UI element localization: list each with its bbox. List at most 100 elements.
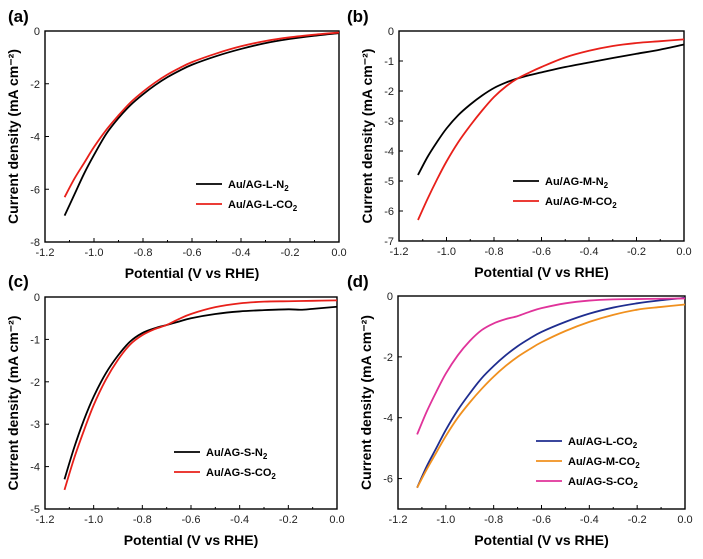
legend-label: Au/AG-L-CO2: [228, 199, 298, 213]
series-line: [417, 38, 685, 221]
y-tick-label: 0: [34, 26, 40, 38]
legend-name: Au/AG-S-CO: [206, 467, 272, 479]
y-tick-label: -3: [30, 419, 40, 431]
x-axis-label: Potential (V vs RHE): [474, 532, 609, 548]
x-tick-label: -1.0: [84, 514, 103, 526]
legend-subscript: 2: [604, 181, 609, 190]
legend-label: Au/AG-M-CO2: [568, 456, 640, 470]
x-axis-label: Potential (V vs RHE): [124, 532, 259, 548]
x-tick-label: -0.6: [532, 246, 551, 258]
y-tick-label: -2: [30, 377, 40, 389]
legend-subscript: 2: [633, 481, 638, 490]
series-line: [416, 297, 686, 435]
legend-label: Au/AG-S-CO2: [568, 476, 638, 490]
legend-subscript: 2: [612, 201, 617, 210]
x-tick-label: 0.0: [677, 514, 692, 526]
y-tick-label: -1: [384, 56, 394, 68]
legend-label: Au/AG-M-N2: [545, 176, 609, 190]
legend-name: Au/AG-S-CO: [568, 476, 634, 488]
x-tick-label: -0.2: [628, 514, 647, 526]
legend-name: Au/AG-M-CO: [545, 196, 613, 208]
x-tick-label: 0.0: [329, 514, 344, 526]
y-axis-label: Current density (mA cm⁻²): [359, 49, 375, 224]
series-line: [63, 299, 338, 491]
legend-subscript: 2: [284, 184, 289, 193]
x-tick-label: -0.8: [133, 514, 152, 526]
legend-subscript: 2: [271, 472, 276, 481]
y-tick-label: -1: [30, 334, 40, 346]
y-tick-label: -2: [383, 352, 393, 364]
series-line: [416, 296, 686, 489]
x-tick-label: -1.2: [36, 247, 55, 259]
y-tick-label: -5: [30, 504, 40, 516]
legend-name: Au/AG-L-CO: [228, 199, 293, 211]
panel-label: (d): [347, 272, 369, 291]
y-tick-label: -4: [384, 146, 394, 158]
legend-label: Au/AG-L-CO2: [568, 436, 638, 450]
y-tick-label: 0: [387, 291, 393, 303]
x-tick-label: -0.8: [484, 514, 503, 526]
y-tick-label: -3: [384, 116, 394, 128]
panel-a: (a) -1.2 -1.0 -0.8 -0.6 -0.4 -0.2 0.0 -8 -6 -4 -2 0 P…: [5, 7, 347, 281]
y-tick-label: -4: [383, 413, 393, 425]
x-tick-label: -0.2: [279, 514, 298, 526]
y-tick-label: -6: [30, 184, 40, 196]
x-tick-label: 0.0: [676, 246, 691, 258]
x-tick-label: -1.2: [389, 514, 408, 526]
x-tick-label: -0.4: [230, 514, 249, 526]
series-line: [63, 305, 338, 480]
x-tick-label: -0.8: [485, 246, 504, 258]
x-tick-label: -1.2: [36, 514, 55, 526]
series-line: [63, 31, 340, 198]
y-tick-label: -7: [384, 236, 394, 248]
x-tick-label: -0.4: [580, 246, 599, 258]
y-tick-label: -8: [30, 237, 40, 249]
x-tick-label: -0.6: [532, 514, 551, 526]
legend-name: Au/AG-M-CO: [568, 456, 636, 468]
legend-subscript: 2: [633, 441, 638, 450]
x-tick-label: -1.2: [390, 246, 409, 258]
y-tick-label: -4: [30, 462, 40, 474]
y-tick-label: -2: [30, 79, 40, 91]
x-tick-label: -1.0: [85, 247, 104, 259]
y-tick-label: -6: [384, 206, 394, 218]
x-tick-label: -0.2: [627, 246, 646, 258]
legend-name: Au/AG-L-CO: [568, 436, 633, 448]
plot-frame: [397, 295, 686, 510]
legend-label: Au/AG-S-CO2: [206, 467, 276, 481]
panel-d: (d) -1.2 -1.0 -0.8 -0.6 -0.4 -0.2 0.0 -6 -4 -2 0 Pot…: [347, 272, 693, 548]
x-tick-label: -0.4: [232, 247, 251, 259]
panel-label: (c): [8, 272, 29, 291]
y-tick-label: -4: [30, 132, 40, 144]
legend-label: Au/AG-M-CO2: [545, 196, 617, 210]
legend-subscript: 2: [635, 461, 640, 470]
y-tick-label: -5: [384, 176, 394, 188]
legend-subscript: 2: [263, 452, 268, 461]
x-tick-label: -1.0: [437, 246, 456, 258]
legend-subscript: 2: [293, 204, 298, 213]
legend-name: Au/AG-M-N: [545, 176, 604, 188]
y-axis-label: Current density (mA cm⁻²): [358, 315, 374, 490]
legend-label: Au/AG-S-N2: [206, 447, 268, 461]
panel-label: (b): [347, 7, 369, 26]
panel-b: (b) -1.2 -1.0 -0.8 -0.6 -0.4 -0.2 0.0 -7 -6 -5 -4 -3…: [347, 7, 692, 280]
x-tick-label: -1.0: [436, 514, 455, 526]
y-tick-label: -2: [384, 86, 394, 98]
y-axis-label: Current density (mA cm⁻²): [5, 49, 21, 224]
series-line: [416, 303, 686, 489]
y-tick-label: -6: [383, 474, 393, 486]
x-tick-label: -0.6: [182, 514, 201, 526]
x-tick-label: -0.6: [183, 247, 202, 259]
y-tick-label: 0: [34, 292, 40, 304]
series-line: [63, 32, 340, 217]
x-tick-label: -0.2: [281, 247, 300, 259]
y-tick-label: 0: [388, 26, 394, 38]
panel-c: (c) -1.2 -1.0 -0.8 -0.6 -0.4 -0.2 0.0 -5 -4 -3 -2 -1…: [5, 272, 345, 548]
x-tick-label: -0.8: [134, 247, 153, 259]
series-line: [417, 43, 685, 176]
y-axis-label: Current density (mA cm⁻²): [5, 316, 21, 491]
plot-frame: [44, 296, 338, 510]
legend-name: Au/AG-S-N: [206, 447, 263, 459]
legend-name: Au/AG-L-N: [228, 179, 284, 191]
